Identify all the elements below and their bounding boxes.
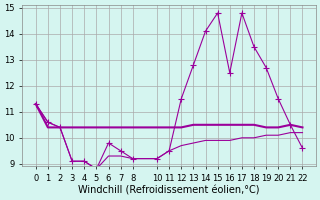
- X-axis label: Windchill (Refroidissement éolien,°C): Windchill (Refroidissement éolien,°C): [78, 186, 260, 196]
